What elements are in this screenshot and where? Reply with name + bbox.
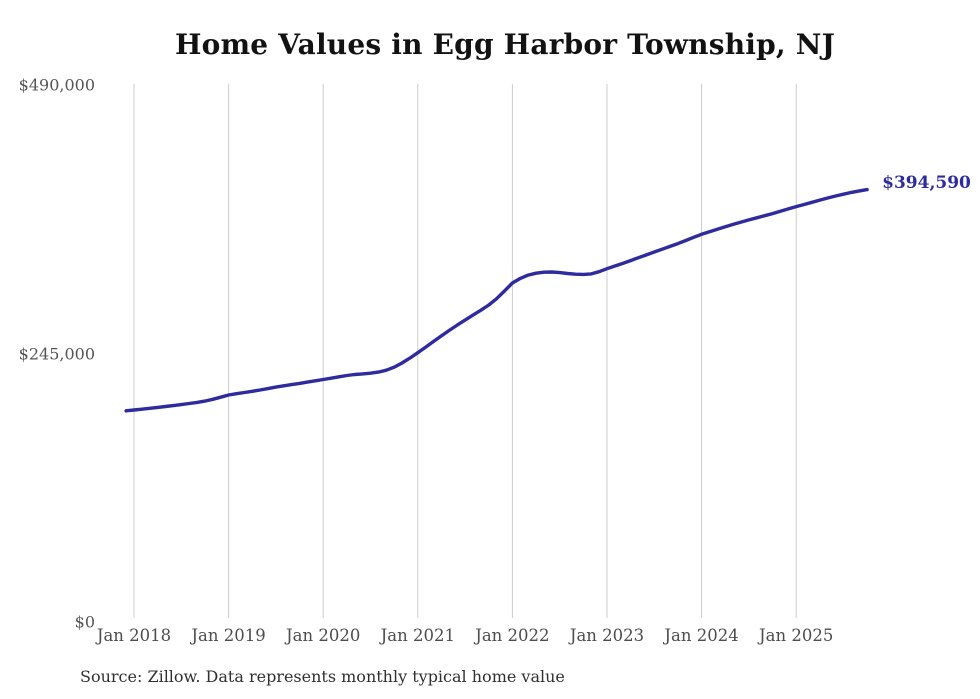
y-axis-tick-label: $245,000 (18, 344, 95, 363)
x-axis-tick-label: Jan 2023 (569, 626, 645, 645)
x-axis-tick-label: Jan 2018 (96, 626, 172, 645)
x-axis-tick-label: Jan 2024 (664, 626, 739, 645)
x-axis-tick-label: Jan 2021 (380, 626, 455, 645)
x-axis-tick-label: Jan 2022 (475, 626, 550, 645)
source-note: Source: Zillow. Data represents monthly … (80, 667, 565, 686)
x-axis-tick-label: Jan 2019 (191, 626, 266, 645)
y-axis-tick-label: $0 (74, 612, 95, 632)
x-axis-tick-label: Jan 2020 (286, 626, 361, 645)
y-axis-tick-label: $490,000 (18, 75, 95, 95)
chart-title: Home Values in Egg Harbor Township, NJ (174, 28, 836, 61)
end-value-label: $394,590 (882, 172, 971, 193)
x-axis-tick-label: Jan 2025 (759, 626, 834, 645)
home-value-line (124, 187, 869, 413)
